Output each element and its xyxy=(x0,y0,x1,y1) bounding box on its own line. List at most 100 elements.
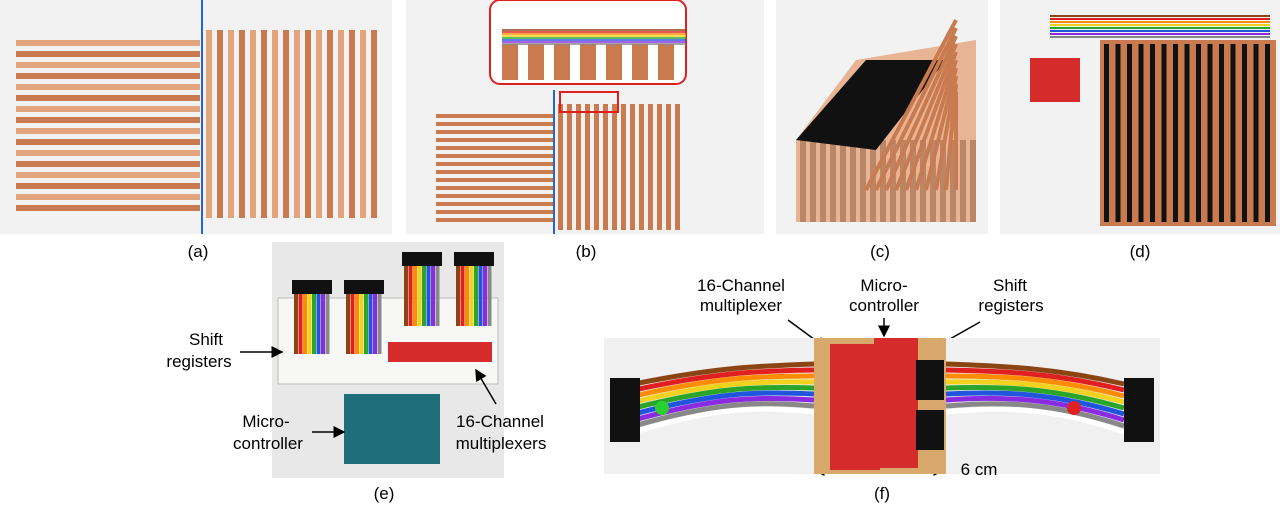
horizontal-strip xyxy=(16,161,200,167)
horizontal-strip xyxy=(16,62,200,68)
vertical-strip xyxy=(327,30,333,218)
vertical-strip xyxy=(639,104,644,230)
vertical-strip xyxy=(206,30,212,218)
label-e-mux-l2: multiplexers xyxy=(455,434,547,453)
inset-strip xyxy=(580,44,596,80)
ribbon-wire xyxy=(321,294,325,354)
zoom-region xyxy=(559,91,619,113)
right-connector xyxy=(1124,378,1154,442)
ribbon-wire xyxy=(633,367,815,393)
ribbon-wire xyxy=(456,266,460,326)
vertical-strip xyxy=(338,30,344,218)
black-strip xyxy=(1115,44,1121,222)
vertical-strip xyxy=(239,30,245,218)
horizontal-strip xyxy=(436,218,554,222)
ribbon-wire xyxy=(364,294,368,354)
arduino-board xyxy=(344,394,440,464)
black-film xyxy=(796,60,946,150)
ribbon-wire xyxy=(346,294,350,354)
vertical-strip xyxy=(666,104,671,230)
ribbon-wire xyxy=(945,406,1125,435)
vertical-strip xyxy=(228,30,234,218)
vertical-strip xyxy=(603,104,608,230)
ribbon-wire xyxy=(478,266,483,326)
ribbon-wire xyxy=(487,266,492,326)
black-strip xyxy=(1207,44,1213,222)
label-f-micro-l2: controller xyxy=(849,296,919,315)
label-f-mux-l2: multiplexer xyxy=(699,296,783,315)
vertical-strip xyxy=(558,104,563,230)
horizontal-strip xyxy=(16,84,200,90)
black-strip xyxy=(1150,44,1155,222)
label-e-mux-l1: 16-Channel xyxy=(456,412,544,431)
layered-sensor-image xyxy=(776,0,988,234)
horizontal-strip xyxy=(16,51,200,57)
copper-lattice xyxy=(924,67,958,191)
label-e-micro-l1: Micro- xyxy=(242,412,290,431)
ribbon-wire xyxy=(945,361,1125,387)
caption-d: (d) xyxy=(1129,242,1151,261)
vertical-strip xyxy=(250,30,256,218)
vertical-strip xyxy=(657,104,662,230)
inset-strip xyxy=(632,44,648,80)
photo-panel-a xyxy=(0,0,392,234)
finished-sensor-image xyxy=(1000,0,1280,234)
black-strip xyxy=(1184,44,1190,222)
ribbon-wire xyxy=(633,406,815,435)
horizontal-strip xyxy=(436,162,554,166)
horizontal-strip xyxy=(16,194,200,200)
ribbon-wire xyxy=(408,266,413,326)
copper-lattice xyxy=(914,59,958,191)
breadboard-prototype-image xyxy=(272,242,504,478)
vertical-strip xyxy=(576,104,581,230)
ribbon-wire xyxy=(945,384,1125,411)
horizontal-strip xyxy=(16,117,200,123)
ribbon-wire xyxy=(945,390,1125,417)
horizontal-strip xyxy=(436,114,554,118)
vertical-strip xyxy=(648,104,653,230)
ribbon-wire xyxy=(417,266,422,326)
caption-b: (b) xyxy=(575,242,597,261)
label-e-micro-l2: controller xyxy=(233,434,303,453)
black-strip xyxy=(1173,44,1178,222)
black-strip xyxy=(1161,44,1167,222)
black-strip xyxy=(1230,44,1236,222)
connector xyxy=(454,252,494,266)
vertical-strip xyxy=(630,104,635,230)
vertical-strip xyxy=(294,30,300,218)
horizontal-strip xyxy=(16,150,200,156)
copper-lattice xyxy=(874,27,958,191)
microcontroller-board xyxy=(874,338,918,468)
label-f-micro-l1: Micro- xyxy=(860,276,908,295)
photo-panel-c xyxy=(776,0,988,234)
vertical-strip xyxy=(261,30,267,218)
ribbon-wire xyxy=(465,266,469,326)
multiplexer-board xyxy=(830,344,880,470)
caption-a: (a) xyxy=(187,242,209,261)
ribbon-wire xyxy=(945,395,1125,423)
photo-panel-e xyxy=(272,242,504,478)
ribbon-wire xyxy=(298,294,303,354)
vertical-strip xyxy=(305,30,311,218)
caption-e: (e) xyxy=(373,484,395,503)
ribbon-wire xyxy=(431,266,435,326)
inset-strip xyxy=(658,44,674,80)
label-e-shift-l2: registers xyxy=(166,352,232,371)
ribbon-wire xyxy=(325,294,330,354)
black-strip xyxy=(1127,44,1132,222)
copper-lattice xyxy=(934,75,958,191)
compact-pcb-image xyxy=(604,338,1160,474)
horizontal-strip xyxy=(436,122,554,126)
inset-strip xyxy=(606,44,622,80)
vertical-strip xyxy=(272,30,278,218)
horizontal-strip xyxy=(436,186,554,190)
horizontal-strip xyxy=(436,154,554,158)
photo-panel-b xyxy=(406,0,764,234)
ribbon-wire xyxy=(460,266,465,326)
horizontal-strip xyxy=(436,194,554,198)
left-connector xyxy=(610,378,640,442)
horizontal-strip xyxy=(436,138,554,142)
vertical-strip xyxy=(371,30,377,218)
vertical-strip xyxy=(360,30,366,218)
connector xyxy=(402,252,442,266)
